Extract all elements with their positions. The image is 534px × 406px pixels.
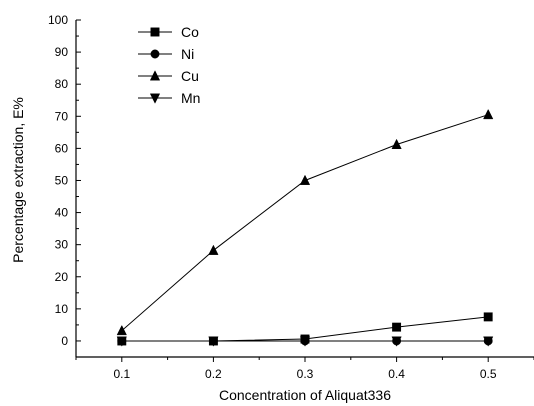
data-point-co	[483, 312, 493, 322]
legend-marker-mn	[149, 93, 161, 104]
x-tick-label: 0.4	[388, 367, 405, 381]
series-line-cu	[121, 114, 489, 332]
data-point-cu	[116, 324, 127, 336]
data-point-cu	[391, 138, 402, 149]
y-tick-label: 60	[55, 141, 69, 155]
data-point-cu	[483, 108, 494, 120]
x-tick-label: 0.1	[113, 367, 130, 381]
y-tick-label: 10	[55, 302, 69, 316]
y-tick-label: 90	[55, 45, 69, 59]
data-point-cu	[208, 244, 219, 255]
data-point-mn	[299, 336, 311, 347]
x-tick-label: 0.2	[205, 367, 222, 381]
y-tick-label: 70	[55, 109, 69, 123]
y-tick-label: 20	[55, 270, 69, 284]
y-tick-label: 30	[55, 238, 69, 252]
y-tick-label: 50	[55, 173, 69, 187]
legend-label-mn: Mn	[181, 90, 200, 106]
series-layer	[116, 108, 494, 347]
legend-marker-co	[150, 27, 160, 37]
x-tick-label: 0.5	[480, 367, 497, 381]
y-tick-label: 0	[61, 334, 68, 348]
x-axis-title: Concentration of Aliquat336	[219, 387, 391, 403]
data-point-mn	[208, 336, 219, 347]
legend-marker-ni	[150, 49, 160, 59]
x-tick-label: 0.3	[297, 367, 314, 381]
data-point-mn	[483, 336, 494, 347]
data-point-co	[392, 322, 402, 332]
legend-label-ni: Ni	[181, 46, 194, 62]
data-point-mn	[116, 336, 127, 347]
legend-label-cu: Cu	[181, 68, 199, 84]
y-tick-label: 100	[48, 13, 68, 27]
y-axis-title: Percentage extraction, E%	[10, 97, 26, 263]
y-tick-label: 80	[55, 77, 69, 91]
data-point-mn	[391, 336, 402, 347]
axes: 0 10 20 30 40 50 60 70 80 90 100 0.1 0.2 0.3 0.4 0.5	[48, 13, 534, 381]
data-point-cu	[299, 174, 311, 185]
legend: Co Ni Cu Mn	[138, 24, 200, 106]
y-tick-label: 40	[55, 206, 69, 220]
legend-label-co: Co	[181, 24, 199, 40]
legend-marker-cu	[149, 70, 161, 81]
